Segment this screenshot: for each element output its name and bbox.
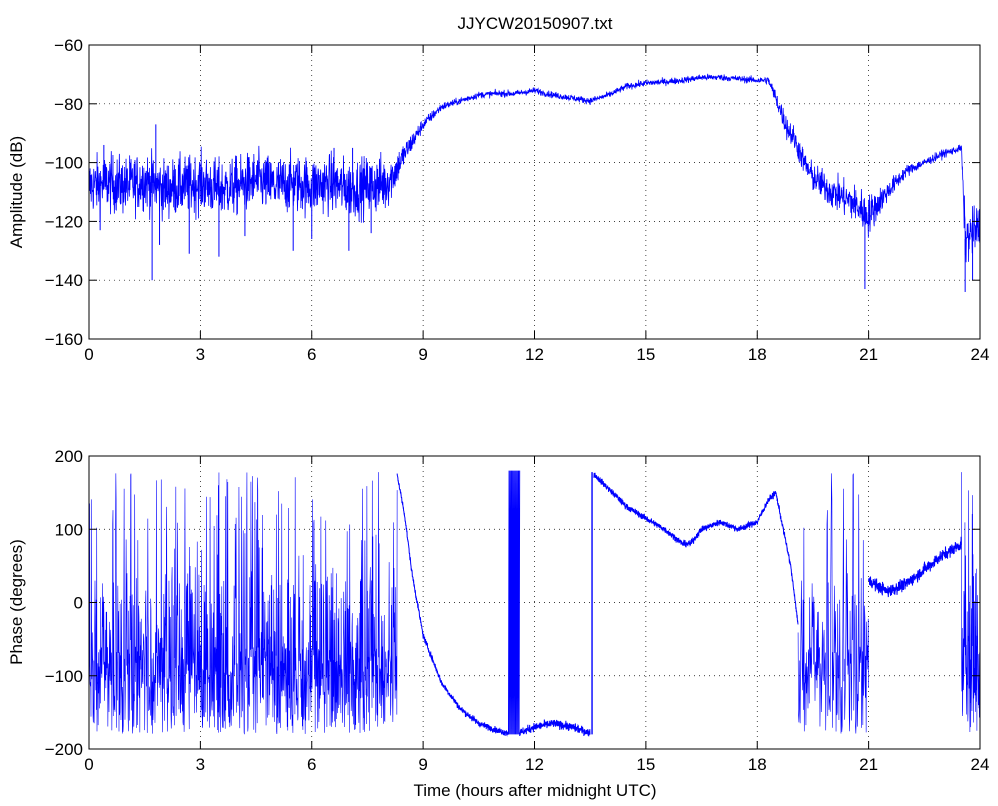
amplitude-y-tick-label: −80 — [54, 95, 83, 114]
amplitude-x-tick-label: 0 — [84, 345, 93, 364]
phase-y-label: Phase (degrees) — [7, 539, 26, 665]
phase-x-tick-label: 9 — [418, 755, 427, 774]
amplitude-x-tick-label: 21 — [859, 345, 878, 364]
amplitude-y-tick-label: −60 — [54, 36, 83, 55]
phase-noisy-segment-3 — [961, 472, 980, 732]
amplitude-grid — [89, 45, 980, 339]
phase-y-tick-label: −100 — [45, 667, 83, 686]
phase-y-tick-label: 0 — [74, 594, 83, 613]
phase-plot-area — [89, 470, 980, 737]
amplitude-axes: 0 3 6 9 12 15 18 21 24 −160 −140 −120 −100 −80 −60 Amp… — [7, 36, 989, 364]
amplitude-x-tick-label: 6 — [307, 345, 316, 364]
phase-smooth-segment-3 — [868, 536, 962, 598]
amplitude-x-tick-label: 24 — [971, 345, 990, 364]
phase-x-tick-label: 3 — [196, 755, 205, 774]
phase-axes: 0 3 6 9 12 15 18 21 24 −200 −100 0 100 200 Phase (deg… — [7, 447, 989, 800]
amplitude-ticks: 0 3 6 9 12 15 18 21 24 −160 −140 −120 −100 −80 −60 — [45, 36, 990, 364]
phase-x-tick-label: 21 — [859, 755, 878, 774]
amplitude-y-tick-label: −140 — [45, 271, 83, 290]
phase-x-tick-label: 6 — [307, 755, 316, 774]
phase-noisy-segment-2 — [797, 473, 869, 734]
phase-x-tick-label: 24 — [971, 755, 990, 774]
phase-grid — [89, 456, 980, 749]
amplitude-line — [89, 73, 980, 263]
x-axis-label: Time (hours after midnight UTC) — [413, 781, 656, 800]
amplitude-x-tick-label: 18 — [748, 345, 767, 364]
amplitude-y-tick-label: −160 — [45, 330, 83, 349]
phase-smooth-segment-2 — [593, 472, 799, 625]
amplitude-y-label: Amplitude (dB) — [7, 136, 26, 248]
chart-title: JJYCW20150907.txt — [458, 14, 613, 33]
phase-plateau-segment — [519, 719, 591, 737]
amplitude-y-tick-label: −120 — [45, 212, 83, 231]
phase-x-tick-label: 0 — [84, 755, 93, 774]
amplitude-y-tick-label: −100 — [45, 154, 83, 173]
phase-y-tick-label: 200 — [55, 447, 83, 466]
phase-ticks: 0 3 6 9 12 15 18 21 24 −200 −100 0 100 200 — [45, 447, 990, 774]
phase-x-tick-label: 15 — [636, 755, 655, 774]
phase-x-tick-label: 12 — [525, 755, 544, 774]
amplitude-plot-area — [89, 73, 980, 292]
phase-smooth-segment — [396, 473, 510, 737]
phase-y-tick-label: 100 — [55, 520, 83, 539]
amplitude-x-tick-label: 15 — [636, 345, 655, 364]
phase-y-tick-label: −200 — [45, 740, 83, 759]
amplitude-x-tick-label: 3 — [196, 345, 205, 364]
phase-x-tick-label: 18 — [748, 755, 767, 774]
amplitude-x-tick-label: 9 — [418, 345, 427, 364]
amplitude-x-tick-label: 12 — [525, 345, 544, 364]
phase-wrap-segment — [508, 470, 521, 735]
phase-noisy-segment — [89, 472, 398, 735]
